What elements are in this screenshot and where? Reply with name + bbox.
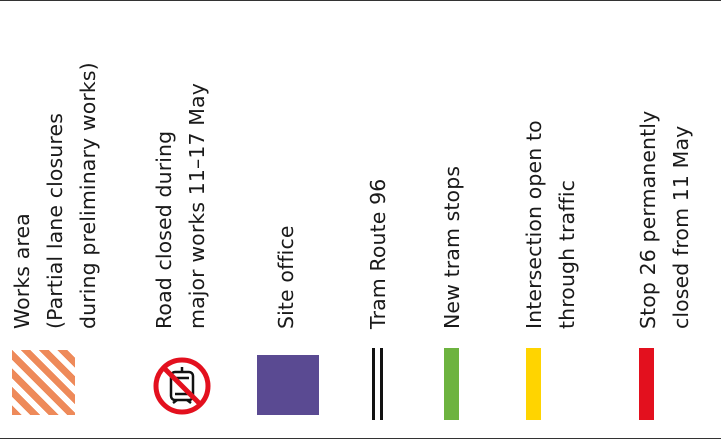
intersection-swatch [526,348,541,420]
legend-label-tram-route: Tram Route 96 [366,178,390,329]
site-office-swatch [257,355,319,415]
legend-label-new-stops: New tram stops [440,165,464,329]
legend-label-site-office: Site office [274,225,298,329]
legend-label-stop-closed: Stop 26 permanently closed from 11 May [636,110,693,329]
new-stops-swatch [444,348,459,420]
legend-label-intersection: Intersection open to through traffic [522,120,579,329]
stop-closed-swatch [639,348,654,420]
legend-label-road-closed: Road closed during major works 11–17 May [152,83,209,329]
works-area-hatch-swatch [12,350,75,415]
tram-route-swatch [372,348,384,420]
legend-label-works-area: Works area (Partial lane closures during… [10,62,100,329]
no-tram-prohibition-icon [151,355,213,417]
